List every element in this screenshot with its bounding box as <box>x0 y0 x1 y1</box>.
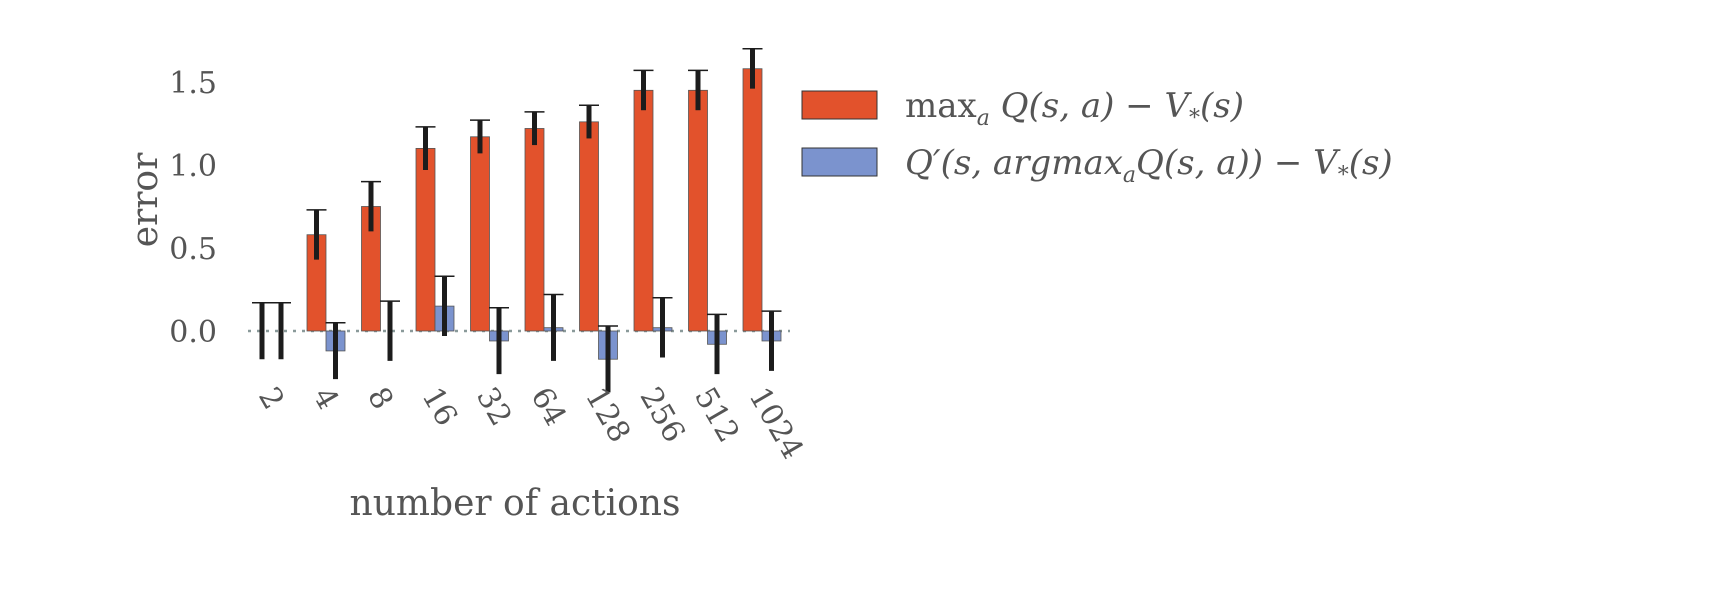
x-tick-label: 128 <box>578 382 637 449</box>
y-axis: 0.0 0.5 1.0 1.5 <box>169 66 217 350</box>
x-tick-label: 1024 <box>742 382 810 466</box>
bar-max-q-1024 <box>742 68 763 332</box>
legend-swatch <box>801 147 878 177</box>
x-tick-label: 64 <box>524 382 573 433</box>
legend-label: maxa Q(s, a) − V*(s) <box>905 86 1244 131</box>
x-tick-label: 256 <box>633 382 692 449</box>
bar-max-q-64 <box>524 128 545 332</box>
x-tick-label: 32 <box>469 382 518 433</box>
y-tick-label: 1.0 <box>169 149 217 184</box>
bar-max-q-128 <box>579 121 599 332</box>
y-tick-label: 0.0 <box>169 315 217 350</box>
legend-label: Q′(s, argmaxaQ(s, a)) − V*(s) <box>905 143 1393 188</box>
y-axis-label: error <box>125 152 166 247</box>
bar-max-q-256 <box>633 89 654 332</box>
x-tick-label: 4 <box>306 382 346 416</box>
x-axis-label: number of actions <box>350 483 681 524</box>
legend-swatch <box>801 90 878 120</box>
legend: maxa Q(s, a) − V*(s) Q′(s, argmaxaQ(s, a)… <box>801 86 1393 188</box>
x-tick-label: 8 <box>360 382 400 416</box>
plot-area <box>248 48 790 393</box>
bar-max-q-512 <box>688 89 708 332</box>
y-tick-label: 0.5 <box>169 232 217 267</box>
x-tick-label: 512 <box>687 382 746 449</box>
y-tick-label: 1.5 <box>169 66 217 101</box>
bar-max-q-32 <box>470 136 490 332</box>
bar-max-q-16 <box>415 147 436 332</box>
x-tick-label: 2 <box>251 382 291 416</box>
x-tick-label: 16 <box>415 382 464 433</box>
